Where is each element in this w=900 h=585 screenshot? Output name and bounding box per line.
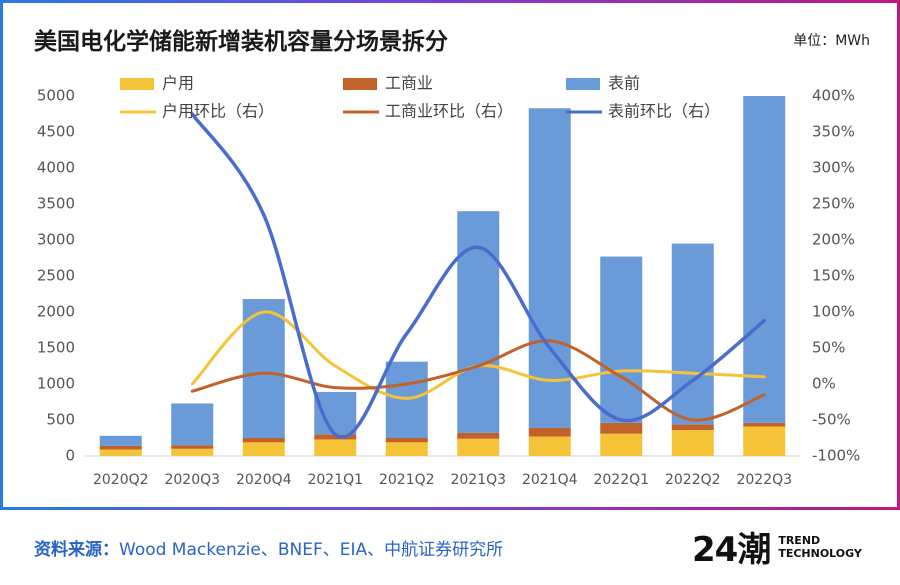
brand: 24潮 TREND TECHNOLOGY (692, 522, 862, 571)
bar-household (99, 449, 142, 456)
y-tick-label: 2000 (37, 303, 75, 321)
x-tick-label: 2020Q4 (236, 472, 292, 488)
y-tick-label: 1000 (37, 375, 75, 393)
y2-tick-label: 200% (812, 231, 855, 249)
y2-tick-label: 0% (812, 375, 836, 393)
legend-swatch (566, 78, 600, 90)
bar-commercial (385, 438, 428, 443)
y2-tick-label: 250% (812, 195, 855, 213)
x-tick-label: 2021Q2 (379, 472, 435, 488)
bar-commercial (528, 427, 571, 437)
x-tick-label: 2022Q1 (593, 472, 649, 488)
bar-household (385, 442, 428, 456)
legend-label: 表前 (608, 74, 640, 93)
bar-household (171, 448, 214, 456)
y-tick-label: 4000 (37, 159, 75, 177)
x-tick-label: 2020Q2 (93, 472, 149, 488)
brand-line1: TREND (778, 533, 821, 547)
chart-title: 美国电化学储能新增装机容量分场景拆分 (34, 29, 448, 55)
bar-fom (242, 299, 285, 438)
bar-commercial (457, 432, 500, 439)
x-tick-label: 2021Q3 (450, 472, 506, 488)
bar-commercial (99, 445, 142, 450)
y2-tick-label: 50% (812, 339, 845, 357)
chart-svg: 0 500 1000 1500 2000 2500 3000 3500 4000 4500 5000… (37, 74, 860, 489)
x-tick-label: 2021Q1 (307, 472, 363, 488)
legend-label: 工商业环比（右） (385, 102, 513, 121)
bar-fom (671, 243, 714, 425)
footer (0, 510, 900, 585)
bar-commercial (671, 424, 714, 431)
legend-label: 户用环比（右） (162, 102, 274, 121)
line-fom-qoq (190, 112, 766, 439)
y2-tick-label: 350% (812, 123, 855, 141)
x-tick-label: 2022Q2 (665, 472, 721, 488)
y2-tick-label: 150% (812, 267, 855, 285)
source-note: 资料来源：Wood Mackenzie、BNEF、EIA、中航证券研究所 (34, 535, 503, 560)
legend-label: 工商业 (385, 74, 433, 93)
source-label: 资料来源： (34, 540, 119, 560)
bar-fom (99, 435, 142, 446)
legend-label: 表前环比（右） (608, 102, 720, 121)
bar-commercial (314, 434, 357, 440)
brand-logo: 24潮 (692, 530, 771, 570)
bar-household (671, 430, 714, 456)
y2-tick-label: -50% (812, 411, 851, 429)
y2-tick-label: 100% (812, 303, 855, 321)
bar-fom (457, 211, 500, 433)
y2-tick-label: -100% (812, 447, 860, 465)
bar-commercial (171, 445, 214, 449)
bar-household (314, 439, 357, 456)
brand-text: TREND TECHNOLOGY (778, 534, 862, 560)
y-tick-label: 5000 (37, 87, 75, 105)
y2-tick-label: 400% (812, 87, 855, 105)
legend-swatch (120, 78, 154, 90)
bar-fom (171, 403, 214, 446)
bar-fom (314, 391, 357, 435)
y-tick-label: 500 (46, 411, 75, 429)
legend-label: 户用 (162, 74, 194, 93)
y-tick-label: 3500 (37, 195, 75, 213)
bar-household (600, 433, 643, 456)
bar-commercial (743, 422, 786, 427)
x-tick-label: 2022Q3 (736, 472, 792, 488)
y-tick-label: 2500 (37, 267, 75, 285)
y-tick-label: 1500 (37, 339, 75, 357)
bar-fom (743, 96, 786, 423)
y2-tick-label: 300% (812, 159, 855, 177)
unit-label: 单位：MWh (793, 33, 870, 49)
y-tick-label: 4500 (37, 123, 75, 141)
bar-commercial (600, 422, 643, 434)
bar-fom (600, 256, 643, 423)
x-tick-label: 2021Q4 (522, 472, 578, 488)
bar-household (457, 438, 500, 456)
bar-commercial (242, 438, 285, 443)
brand-line2: TECHNOLOGY (778, 546, 862, 560)
y-tick-label: 0 (65, 447, 75, 465)
legend-swatch (343, 78, 377, 90)
bar-fom (528, 108, 571, 428)
y-tick-label: 3000 (37, 231, 75, 249)
source-text: Wood Mackenzie、BNEF、EIA、中航证券研究所 (119, 540, 504, 560)
line-commercial-qoq (190, 339, 766, 422)
x-tick-label: 2020Q3 (164, 472, 220, 488)
bar-household (743, 426, 786, 456)
bar-household (242, 442, 285, 456)
bar-household (528, 436, 571, 456)
